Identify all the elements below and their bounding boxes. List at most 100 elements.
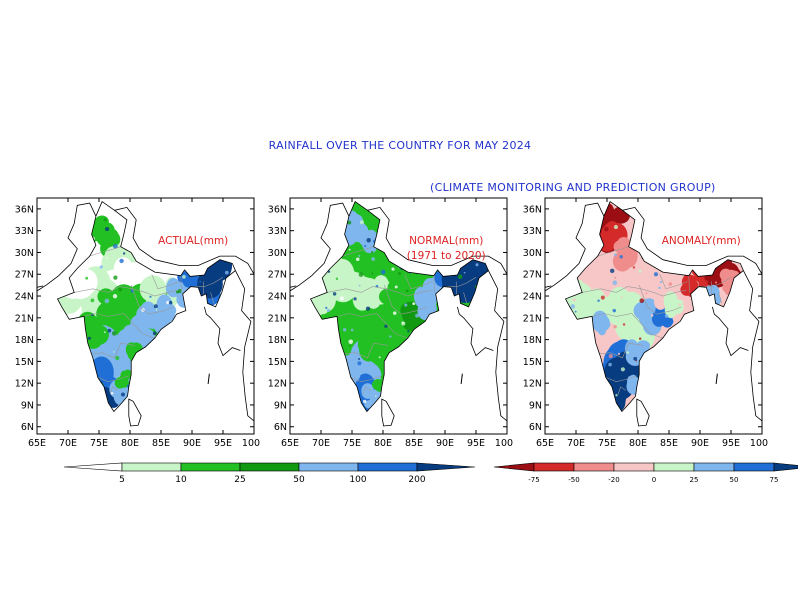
- rain-speckle: [72, 389, 75, 392]
- rain-speckle: [99, 265, 104, 269]
- rain-speckle: [697, 292, 703, 297]
- rain-speckle: [199, 401, 204, 406]
- rain-speckle: [659, 398, 663, 403]
- state-boundary: [327, 286, 432, 297]
- rain-speckle: [603, 402, 608, 407]
- rain-speckle: [658, 286, 661, 290]
- lon-tick-label: 70E: [59, 438, 77, 449]
- state-boundary: [659, 274, 688, 290]
- rain-speckle: [714, 281, 718, 284]
- rain-speckle: [462, 353, 467, 358]
- state-boundary: [605, 375, 637, 383]
- state-boundary: [597, 246, 629, 257]
- rain-speckle: [119, 355, 123, 360]
- lon-tick-label: 75E: [598, 438, 616, 449]
- lat-tick-label: 6N: [274, 422, 287, 433]
- rain-speckle: [647, 404, 651, 408]
- lat-tick-label: 30N: [15, 248, 34, 259]
- rain-speckle: [398, 272, 402, 276]
- rain-speckle: [57, 237, 58, 242]
- map-frame: [289, 197, 508, 435]
- rain-speckle: [608, 354, 613, 359]
- rain-speckle: [697, 289, 701, 293]
- rain-patch: [118, 377, 126, 387]
- rain-speckle: [643, 376, 646, 379]
- rain-speckle: [380, 269, 386, 275]
- rain-speckle: [57, 378, 59, 382]
- rain-speckle: [650, 401, 655, 407]
- rain-speckle: [325, 306, 328, 310]
- rain-speckle: [166, 381, 171, 386]
- rain-speckle: [692, 322, 696, 326]
- rain-speckle: [196, 289, 199, 292]
- state-boundary: [84, 313, 155, 339]
- rain-speckle: [165, 293, 168, 295]
- rain-speckle: [443, 299, 449, 304]
- rain-speckle: [115, 355, 120, 361]
- state-boundary: [97, 375, 129, 383]
- rain-speckle: [620, 296, 623, 299]
- rain-patch: [705, 295, 714, 305]
- rain-speckle: [384, 324, 388, 328]
- rain-speckle: [399, 236, 403, 240]
- rain-speckle: [412, 217, 417, 222]
- rain-patch: [365, 336, 382, 358]
- rain-patch: [384, 376, 393, 385]
- rain-speckle: [347, 220, 352, 225]
- rain-speckle: [154, 265, 158, 270]
- colorbar-segment: [357, 462, 418, 472]
- rain-speckle: [111, 331, 117, 336]
- rain-speckle: [413, 399, 418, 403]
- rain-speckle: [113, 243, 118, 249]
- map-svg-normal: 36N 33N 30N 27N 24N 21N 18N 15N 12N 9N 6N 65E 70E 75E…: [268, 197, 519, 449]
- rain-speckle: [140, 408, 144, 412]
- rain-speckle: [75, 344, 78, 347]
- rain-speckle: [389, 372, 394, 377]
- rain-patch: [371, 293, 381, 306]
- rain-speckle: [316, 271, 320, 275]
- lon-tick-label: 70E: [312, 438, 330, 449]
- lon-tick-label: 85E: [152, 438, 170, 449]
- state-boundary: [342, 342, 389, 359]
- rain-speckle: [348, 248, 351, 251]
- rain-speckle: [103, 218, 107, 222]
- state-boundary: [362, 386, 371, 395]
- rain-speckle: [156, 374, 160, 378]
- rain-speckle: [729, 370, 734, 375]
- rain-speckle: [103, 331, 106, 333]
- rain-patch: [163, 307, 173, 319]
- rainfall-colorbar: 5 10 25 50 100 200: [63, 462, 476, 485]
- rain-speckle: [222, 395, 224, 398]
- rain-patch: [457, 270, 479, 289]
- rain-speckle: [730, 372, 734, 376]
- rain-speckle: [446, 216, 450, 220]
- rain-speckle: [223, 340, 226, 342]
- rain-speckle: [603, 224, 606, 227]
- rain-speckle: [78, 249, 81, 251]
- country-boundary: [457, 306, 494, 357]
- rain-patch: [726, 277, 740, 290]
- rain-speckle: [105, 227, 110, 232]
- rain-speckle: [582, 392, 585, 396]
- lat-tick-label: 27N: [15, 270, 34, 281]
- rain-speckle: [601, 402, 603, 405]
- rain-speckle: [429, 262, 432, 265]
- country-boundary: [36, 202, 97, 292]
- rain-speckle: [337, 373, 343, 379]
- rain-speckle: [152, 331, 157, 336]
- rain-speckle: [358, 370, 363, 375]
- rain-speckle: [113, 275, 118, 280]
- rain-speckle: [339, 296, 344, 301]
- rain-speckle: [358, 358, 361, 361]
- rain-speckle: [696, 376, 700, 381]
- rain-speckle: [90, 298, 95, 303]
- rain-patch: [604, 357, 630, 389]
- rain-speckle: [345, 383, 348, 387]
- rain-speckle: [617, 352, 621, 356]
- rain-speckle: [440, 393, 445, 399]
- map-frame: [36, 197, 255, 435]
- state-boundary: [688, 275, 690, 293]
- rain-speckle: [459, 337, 463, 340]
- rain-speckle: [359, 220, 364, 225]
- rain-speckle: [199, 280, 202, 283]
